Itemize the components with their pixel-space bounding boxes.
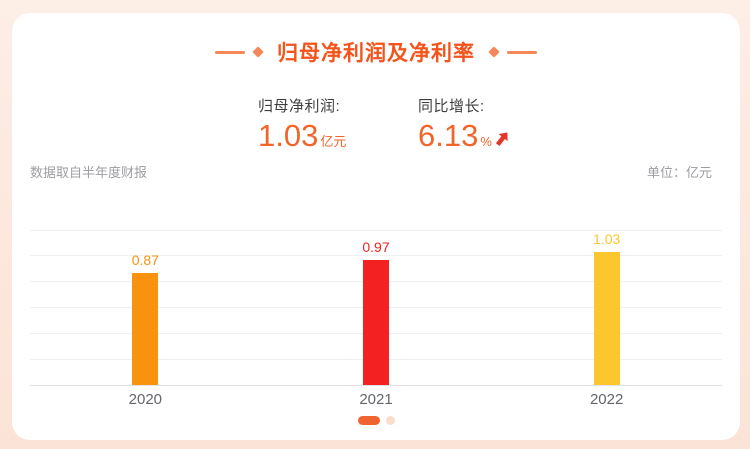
bar-value-label-2020: 0.87 (131, 251, 159, 268)
bar-value-label-2022: 1.03 (593, 230, 621, 247)
stat-net-profit-value: 1.03 (258, 118, 319, 153)
bar-chart: 0.87 2020 0.97 2021 1.03 2022 (30, 229, 722, 408)
title-decoration-diamond-right (488, 46, 500, 58)
stat-yoy-growth-unit: % (480, 134, 492, 149)
stats-row: 归母净利润: 1.03 亿元 同比增长: 6.13 % (12, 95, 740, 165)
x-axis-line (30, 384, 722, 386)
x-axis-label-2022: 2022 (589, 391, 624, 408)
x-axis-label-2021: 2021 (359, 391, 393, 408)
title-decoration-diamond-left (252, 46, 264, 58)
stat-net-profit: 归母净利润: 1.03 亿元 (258, 95, 346, 153)
stat-net-profit-label: 归母净利润: (258, 98, 341, 115)
data-source-note: 数据取自半年度财报 (30, 165, 148, 180)
gridline (30, 255, 722, 257)
pagination-dot-active[interactable] (357, 416, 380, 425)
trend-up-arrow-icon (495, 132, 508, 147)
carousel-pagination (12, 416, 740, 425)
bar-2021[interactable] (363, 259, 389, 385)
chart-unit-label: 单位：亿元 (646, 165, 712, 180)
stat-yoy-growth-label: 同比增长: (418, 98, 485, 115)
title-decoration-line-left (215, 50, 245, 54)
title-decoration-line-right (507, 50, 537, 54)
bar-value-label-2021: 0.97 (362, 238, 390, 255)
stat-net-profit-unit: 亿元 (320, 134, 347, 149)
bar-2022[interactable] (593, 251, 620, 385)
stat-yoy-growth: 同比增长: 6.13 % (418, 95, 511, 153)
stat-net-profit-value-row: 1.03 亿元 (258, 118, 347, 153)
page-title: 归母净利润及净利率 (277, 42, 475, 65)
pagination-dot[interactable] (385, 416, 395, 425)
stat-yoy-growth-value-row: 6.13 % (418, 118, 511, 153)
gridline (30, 229, 722, 231)
x-axis-label-2020: 2020 (128, 391, 163, 408)
stat-yoy-growth-value: 6.13 (418, 118, 479, 153)
bar-2020[interactable] (132, 272, 159, 385)
report-card: 归母净利润及净利率 归母净利润: 1.03 亿元 同比增长: 6.13 % (12, 13, 740, 440)
title-row: 归母净利润及净利率 (12, 37, 740, 67)
